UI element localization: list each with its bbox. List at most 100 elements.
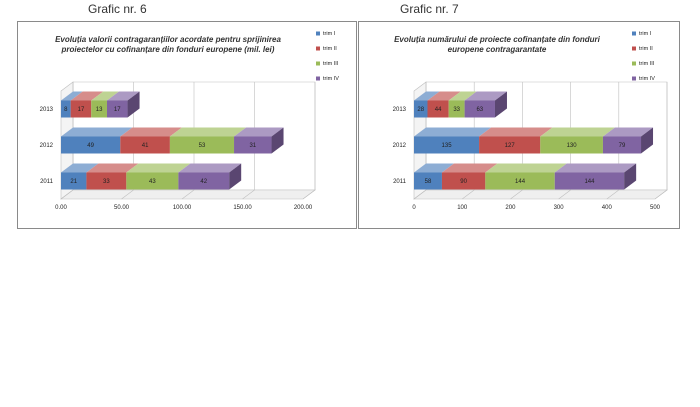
category-label: 2012 xyxy=(393,143,407,149)
bar-segment-top xyxy=(178,163,242,173)
bar-segment-top xyxy=(169,127,247,137)
x-tick-label: 100.00 xyxy=(173,205,192,211)
x-tick-label: 0.00 xyxy=(55,205,67,211)
x-tick-label: 0 xyxy=(412,205,416,211)
data-label: 13 xyxy=(96,107,103,113)
bar-segment xyxy=(427,100,449,118)
legend-label: trim I xyxy=(323,31,336,37)
bar-segment-top xyxy=(448,91,477,101)
data-label: 33 xyxy=(453,107,460,113)
legend-swatch xyxy=(316,46,320,51)
bar-segment-top xyxy=(70,91,104,101)
category-label: 2011 xyxy=(393,179,407,185)
bar-segment xyxy=(126,172,179,190)
bar-segment-side xyxy=(624,163,637,190)
gridline-floor xyxy=(121,189,134,200)
data-label: 31 xyxy=(249,143,256,149)
bar-segment-top xyxy=(91,91,119,101)
legend-swatch xyxy=(632,31,636,36)
chart-panel-contragarantii-value: Evoluția valorii contragaranțiilor acord… xyxy=(17,21,357,229)
bar-segment xyxy=(61,172,87,190)
data-label: 130 xyxy=(567,143,578,149)
bar-segment-top xyxy=(126,163,191,173)
bar-segment-top xyxy=(106,91,140,101)
chart-title-line: Evoluția numărului de proiecte cofinanța… xyxy=(394,35,601,44)
data-label: 43 xyxy=(149,179,156,185)
bar-segment xyxy=(414,100,428,118)
chart-svg-count: Evoluția numărului de proiecte cofinanța… xyxy=(393,31,668,211)
bar-segment-top xyxy=(61,127,133,137)
bar-segment-top xyxy=(540,127,615,137)
bar-segment-top xyxy=(485,163,567,173)
bar-segment-top xyxy=(414,163,454,173)
gridline-floor xyxy=(181,189,195,200)
data-label: 79 xyxy=(619,143,626,149)
data-label: 44 xyxy=(435,107,442,113)
legend-label: trim IV xyxy=(639,76,655,82)
bar-segment-top xyxy=(61,91,83,101)
bar-segment xyxy=(554,172,625,190)
data-label: 42 xyxy=(200,179,207,185)
bar-segment-top xyxy=(602,127,654,137)
bar-segment-top xyxy=(414,127,492,137)
bar-segment-top xyxy=(234,127,284,137)
x-tick-label: 200 xyxy=(505,205,516,211)
data-label: 17 xyxy=(114,107,121,113)
data-label: 8 xyxy=(64,107,68,113)
bar-segment-top xyxy=(464,91,507,101)
bar-segment-top xyxy=(61,163,99,173)
x-tick-label: 400 xyxy=(602,205,613,211)
category-label: 2013 xyxy=(40,107,54,113)
data-label: 90 xyxy=(460,179,467,185)
bar-segment-top xyxy=(427,91,461,101)
data-label: 21 xyxy=(70,179,77,185)
chart-svg-value: Evoluția valorii contragaranțiilor acord… xyxy=(40,31,340,211)
bar-segment xyxy=(178,172,230,190)
data-label: 53 xyxy=(199,143,206,149)
data-label: 144 xyxy=(515,179,526,185)
bar-segment-side xyxy=(271,127,284,154)
bar-segment xyxy=(91,100,107,118)
bar-segment-top xyxy=(479,127,553,137)
gridline-floor xyxy=(242,189,255,200)
bar-segment xyxy=(169,136,235,154)
gridline-floor xyxy=(510,189,523,200)
x-tick-label: 300 xyxy=(554,205,565,211)
bar-segment-top xyxy=(441,163,498,173)
bar-segment-side xyxy=(494,91,507,118)
x-tick-label: 50.00 xyxy=(114,205,130,211)
gridline-floor xyxy=(302,189,316,200)
bar-segment-side xyxy=(229,163,242,190)
bar-segment xyxy=(602,136,642,154)
data-label: 28 xyxy=(417,107,424,113)
legend-swatch xyxy=(632,61,636,66)
legend-label: trim I xyxy=(639,31,652,37)
gridline-floor xyxy=(606,189,619,200)
data-label: 63 xyxy=(476,107,483,113)
data-label: 41 xyxy=(142,143,149,149)
bar-segment xyxy=(485,172,555,190)
bar-segment xyxy=(441,172,486,190)
data-label: 49 xyxy=(87,143,94,149)
bar-segment xyxy=(540,136,603,154)
bar-segment-top xyxy=(86,163,139,173)
gridline-floor xyxy=(413,189,427,200)
data-label: 58 xyxy=(425,179,432,185)
chart-panel-project-count: Evoluția numărului de proiecte cofinanța… xyxy=(358,21,680,229)
legend-label: trim III xyxy=(639,61,655,67)
bar-segment xyxy=(414,136,480,154)
data-label: 17 xyxy=(78,107,85,113)
gridline-floor xyxy=(60,189,74,200)
x-tick-label: 500 xyxy=(650,205,661,211)
bar-segment-top xyxy=(414,91,440,101)
legend-label: trim II xyxy=(323,46,337,52)
bar-segment-top xyxy=(120,127,182,137)
legend-swatch xyxy=(632,76,636,81)
bar-segment xyxy=(61,136,121,154)
legend-swatch xyxy=(316,61,320,66)
chart-caption-1: Grafic nr. 6 xyxy=(88,2,147,16)
legend-swatch xyxy=(316,31,320,36)
chart-title-line: proiectelor cu cofinanțare din fonduri e… xyxy=(61,45,275,54)
gridline-floor xyxy=(558,189,571,200)
gridline-floor xyxy=(654,189,668,200)
